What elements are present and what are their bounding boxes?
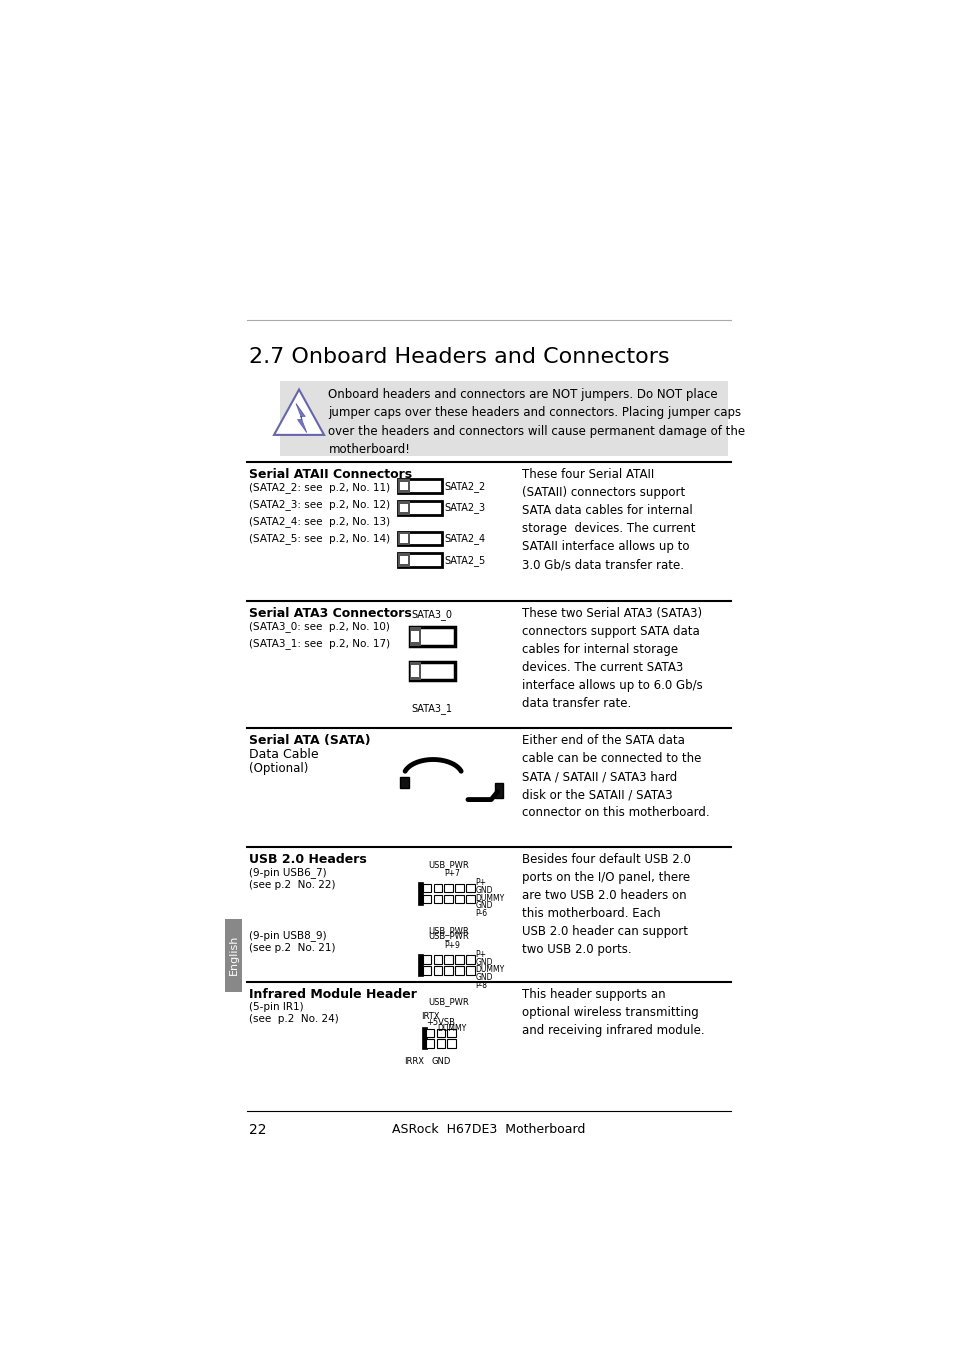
Bar <box>422 956 431 964</box>
Bar <box>466 884 474 892</box>
Bar <box>422 967 431 975</box>
Bar <box>455 884 463 892</box>
Bar <box>433 967 441 975</box>
Text: USB 2.0 Headers: USB 2.0 Headers <box>249 853 367 867</box>
Text: GND: GND <box>476 957 493 967</box>
Bar <box>421 1027 426 1049</box>
Bar <box>444 884 453 892</box>
Bar <box>417 883 423 905</box>
Text: +5VSB: +5VSB <box>426 1018 455 1027</box>
Text: USB_PWR: USB_PWR <box>428 926 469 934</box>
Bar <box>447 1029 456 1037</box>
Text: (5-pin IR1): (5-pin IR1) <box>249 1002 304 1012</box>
Text: P-6: P-6 <box>476 909 487 918</box>
Text: Data Cable: Data Cable <box>249 748 318 761</box>
Bar <box>399 504 407 512</box>
Text: (9-pin USB8_9): (9-pin USB8_9) <box>249 930 327 941</box>
Text: This header supports an
optional wireless transmitting
and receiving infrared mo: This header supports an optional wireles… <box>521 988 704 1037</box>
Bar <box>411 630 418 641</box>
Text: 22: 22 <box>249 1123 267 1137</box>
Text: 2.7 Onboard Headers and Connectors: 2.7 Onboard Headers and Connectors <box>249 347 669 367</box>
Bar <box>411 666 418 676</box>
Bar <box>410 662 421 680</box>
Bar <box>399 778 409 788</box>
Bar <box>466 956 474 964</box>
Text: (SATA2_2: see  p.2, No. 11): (SATA2_2: see p.2, No. 11) <box>249 482 390 493</box>
Text: (9-pin USB6_7): (9-pin USB6_7) <box>249 867 327 879</box>
Bar <box>436 1040 445 1048</box>
Text: ASRock  H67DE3  Motherboard: ASRock H67DE3 Motherboard <box>392 1123 585 1135</box>
Text: USB_PWR: USB_PWR <box>428 931 469 941</box>
Bar <box>422 884 431 892</box>
Bar <box>397 532 441 545</box>
Text: GND: GND <box>476 902 493 910</box>
Text: DUMMY: DUMMY <box>436 1025 466 1033</box>
Bar <box>397 554 410 567</box>
Text: GND: GND <box>476 886 493 895</box>
Bar <box>495 783 502 798</box>
Bar <box>417 954 423 976</box>
Text: These two Serial ATA3 (SATA3)
connectors support SATA data
cables for internal s: These two Serial ATA3 (SATA3) connectors… <box>521 608 702 710</box>
Text: SATA2_5: SATA2_5 <box>444 555 485 566</box>
Text: DUMMY: DUMMY <box>476 965 504 975</box>
Bar <box>397 479 410 493</box>
Bar <box>455 967 463 975</box>
Bar <box>410 628 421 645</box>
Bar <box>436 1029 445 1037</box>
Text: (see  p.2  No. 24): (see p.2 No. 24) <box>249 1014 339 1025</box>
Bar <box>397 501 441 514</box>
Text: (SATA2_3: see  p.2, No. 12): (SATA2_3: see p.2, No. 12) <box>249 500 390 510</box>
Bar <box>397 479 441 493</box>
Bar <box>455 956 463 964</box>
Polygon shape <box>274 390 324 435</box>
Text: (SATA3_0: see  p.2, No. 10): (SATA3_0: see p.2, No. 10) <box>249 621 390 632</box>
Bar <box>455 895 463 903</box>
Text: SATA3_1: SATA3_1 <box>411 703 452 714</box>
Text: (SATA2_5: see  p.2, No. 14): (SATA2_5: see p.2, No. 14) <box>249 533 390 544</box>
Text: Serial ATAII Connectors: Serial ATAII Connectors <box>249 468 412 482</box>
Text: P+: P+ <box>476 950 486 958</box>
Bar <box>444 895 453 903</box>
Text: (see p.2  No. 21): (see p.2 No. 21) <box>249 942 335 953</box>
Text: Either end of the SATA data
cable can be connected to the
SATA / SATAII / SATA3 : Either end of the SATA data cable can be… <box>521 734 709 819</box>
Text: P+: P+ <box>476 879 486 887</box>
Text: Infrared Module Header: Infrared Module Header <box>249 988 416 1002</box>
Bar <box>397 554 441 567</box>
Bar <box>422 895 431 903</box>
Text: Serial ATA (SATA): Serial ATA (SATA) <box>249 734 371 747</box>
Bar <box>433 956 441 964</box>
Bar <box>280 382 727 456</box>
Bar <box>399 556 407 564</box>
Text: (Optional): (Optional) <box>249 761 309 775</box>
Text: DUMMY: DUMMY <box>476 894 504 903</box>
Bar <box>444 956 453 964</box>
Text: SATA2_4: SATA2_4 <box>444 533 485 544</box>
Bar <box>410 662 455 680</box>
Text: (SATA2_4: see  p.2, No. 13): (SATA2_4: see p.2, No. 13) <box>249 516 390 526</box>
Bar <box>433 895 441 903</box>
Bar <box>425 1029 434 1037</box>
Bar <box>466 895 474 903</box>
Bar <box>399 482 407 490</box>
Bar <box>425 1040 434 1048</box>
Text: Besides four default USB 2.0
ports on the I/O panel, there
are two USB 2.0 heade: Besides four default USB 2.0 ports on th… <box>521 853 690 956</box>
Text: Serial ATA3 Connectors: Serial ATA3 Connectors <box>249 608 412 620</box>
Bar <box>399 535 407 543</box>
Text: P-8: P-8 <box>476 980 487 990</box>
Bar <box>466 967 474 975</box>
Polygon shape <box>295 404 307 432</box>
Bar <box>397 501 410 514</box>
Text: These four Serial ATAII
(SATAII) connectors support
SATA data cables for interna: These four Serial ATAII (SATAII) connect… <box>521 468 695 571</box>
Text: IRTX: IRTX <box>420 1011 438 1021</box>
Text: P+7: P+7 <box>444 869 460 878</box>
Text: SATA3_0: SATA3_0 <box>411 609 452 620</box>
Text: GND: GND <box>476 973 493 981</box>
Text: SATA2_3: SATA2_3 <box>444 502 485 513</box>
Text: (SATA3_1: see  p.2, No. 17): (SATA3_1: see p.2, No. 17) <box>249 637 390 649</box>
Text: USB_PWR: USB_PWR <box>428 860 469 869</box>
Text: GND: GND <box>431 1057 450 1066</box>
Bar <box>447 1040 456 1048</box>
Bar <box>433 884 441 892</box>
Text: P+9: P+9 <box>444 941 460 949</box>
Text: English: English <box>229 936 238 975</box>
